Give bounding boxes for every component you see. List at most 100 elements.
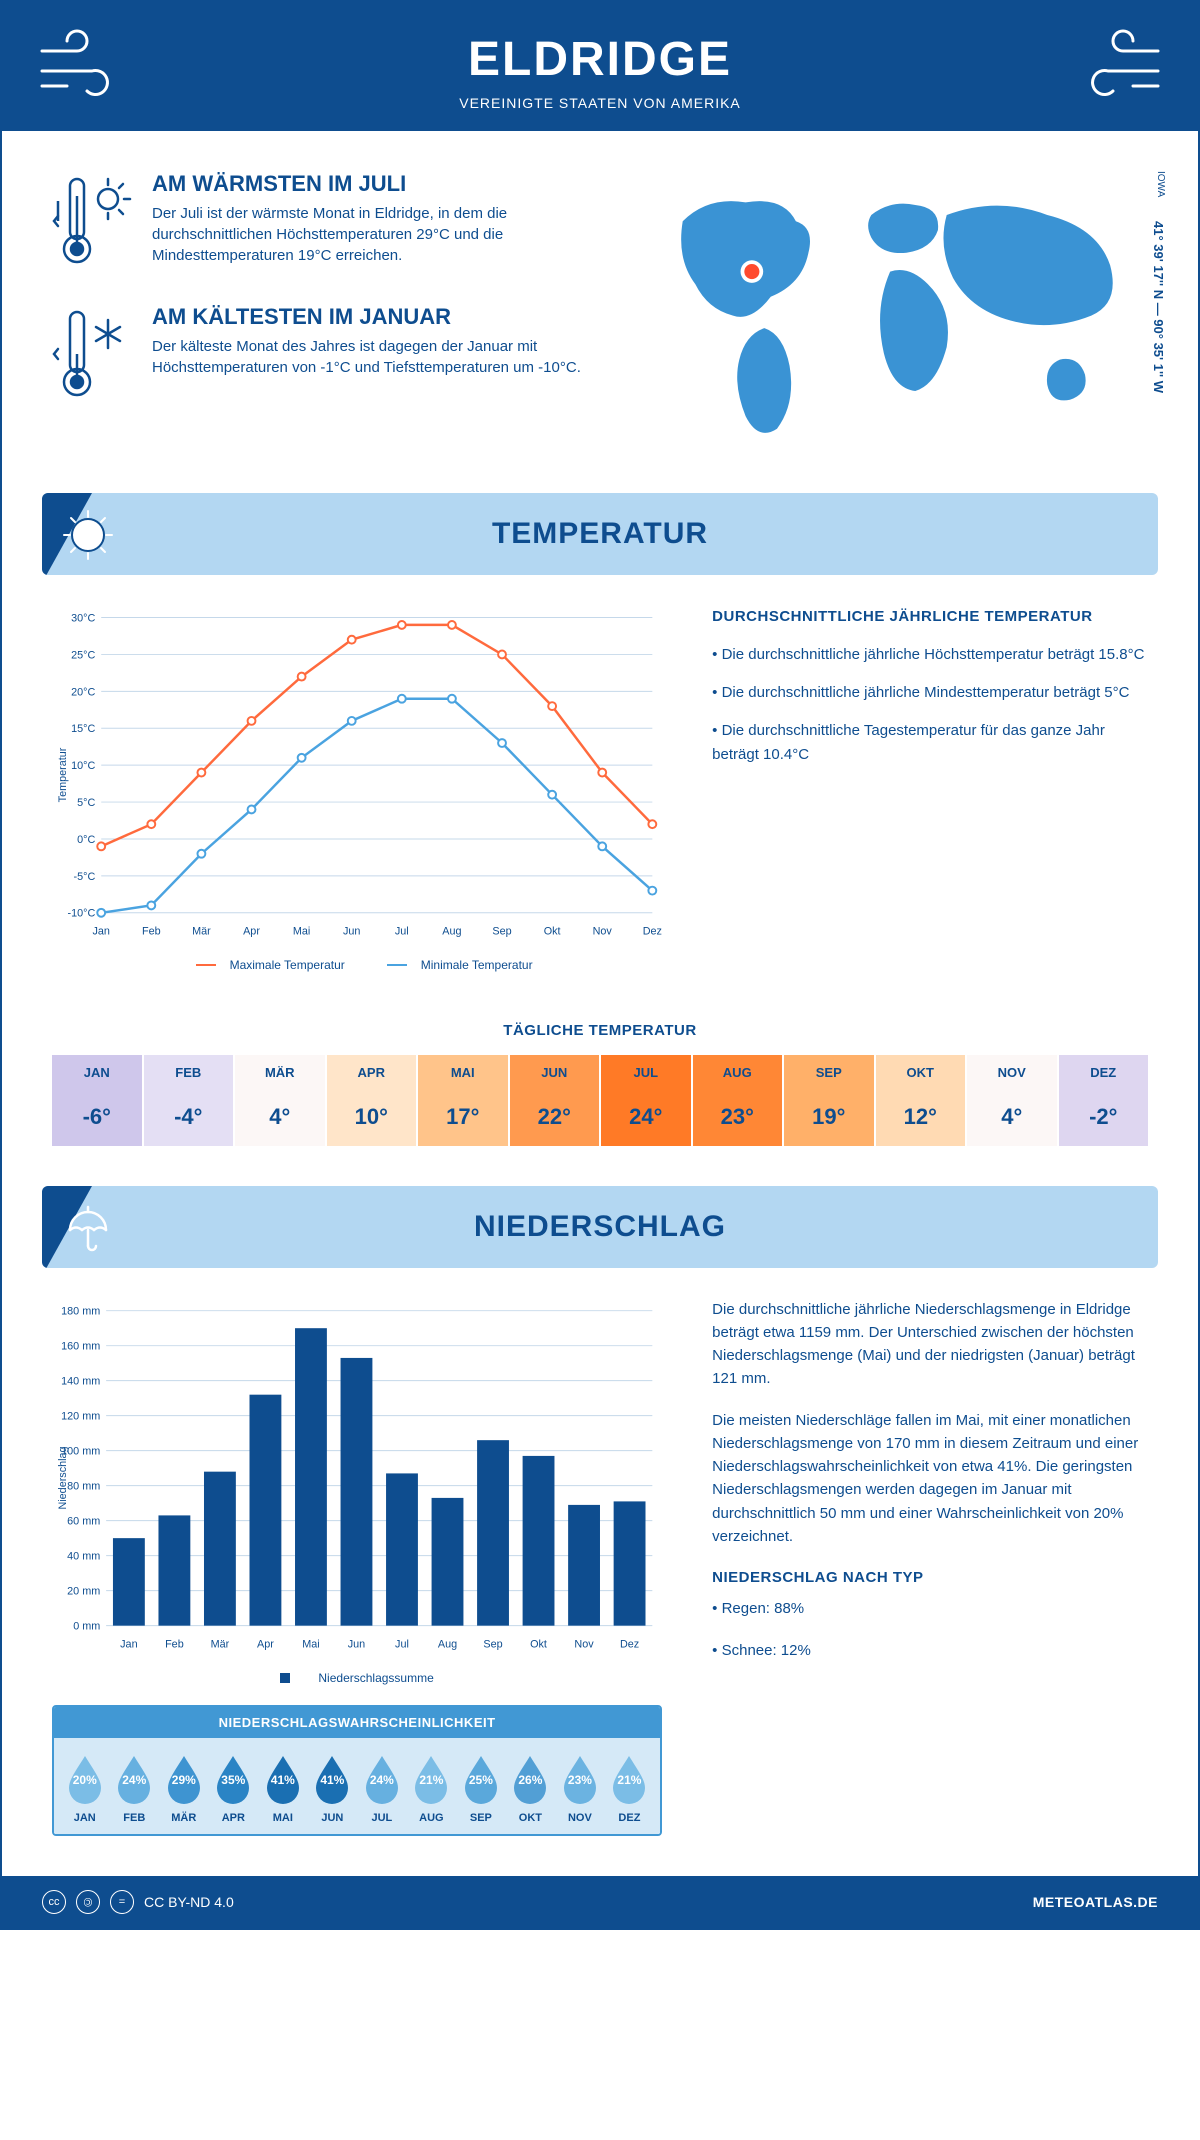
prob-cell: 26%OKT <box>506 1752 556 1824</box>
intro-section: AM WÄRMSTEN IM JULI Der Juli ist der wär… <box>2 131 1198 483</box>
temp-legend: Maximale TemperaturMinimale Temperatur <box>52 958 662 972</box>
daily-cell: JUL24° <box>601 1055 693 1146</box>
umbrella-icon <box>60 1200 116 1256</box>
svg-text:Dez: Dez <box>643 925 662 937</box>
svg-text:Dez: Dez <box>620 1638 639 1650</box>
temp-bullet: • Die durchschnittliche jährliche Mindes… <box>712 681 1148 705</box>
svg-text:Jul: Jul <box>395 925 409 937</box>
svg-text:Niederschlag: Niederschlag <box>57 1446 69 1509</box>
prob-cell: 41%JUN <box>308 1752 358 1824</box>
precip-type: • Regen: 88% <box>712 1597 1148 1620</box>
svg-text:5°C: 5°C <box>77 797 95 809</box>
svg-text:80 mm: 80 mm <box>67 1480 100 1492</box>
brand-text: METEOATLAS.DE <box>1033 1894 1158 1910</box>
svg-text:Temperatur: Temperatur <box>57 747 69 802</box>
svg-text:-5°C: -5°C <box>74 870 96 882</box>
prob-cell: 21%AUG <box>407 1752 457 1824</box>
precip-summary: Die durchschnittliche jährliche Niedersc… <box>712 1298 1148 1836</box>
svg-text:Feb: Feb <box>165 1638 184 1650</box>
fact-cold: AM KÄLTESTEN IM JANUAR Der kälteste Mona… <box>52 304 605 409</box>
temp-summary-title: DURCHSCHNITTLICHE JÄHRLICHE TEMPERATUR <box>712 605 1148 629</box>
license-text: CC BY-ND 4.0 <box>144 1894 234 1910</box>
sun-icon <box>60 507 116 563</box>
precip-para: Die meisten Niederschläge fallen im Mai,… <box>712 1409 1148 1549</box>
section-title-temp: TEMPERATUR <box>42 517 1158 551</box>
daily-title: TÄGLICHE TEMPERATUR <box>2 1022 1198 1039</box>
svg-text:10°C: 10°C <box>71 760 95 772</box>
svg-text:Nov: Nov <box>574 1638 594 1650</box>
section-title-precip: NIEDERSCHLAG <box>42 1210 1158 1244</box>
daily-cell: OKT12° <box>876 1055 968 1146</box>
prob-cell: 24%JUL <box>357 1752 407 1824</box>
temp-bullet: • Die durchschnittliche jährliche Höchst… <box>712 643 1148 667</box>
daily-cell: JUN22° <box>510 1055 602 1146</box>
fact-warm: AM WÄRMSTEN IM JULI Der Juli ist der wär… <box>52 171 605 276</box>
daily-cell: APR10° <box>327 1055 419 1146</box>
fact-cold-title: AM KÄLTESTEN IM JANUAR <box>152 304 605 330</box>
svg-text:Mai: Mai <box>302 1638 319 1650</box>
precip-para: Die durchschnittliche jährliche Niedersc… <box>712 1298 1148 1391</box>
prob-cell: 24%FEB <box>110 1752 160 1824</box>
temperature-line-chart: -10°C-5°C0°C5°C10°C15°C20°C25°C30°CJanFe… <box>52 605 662 945</box>
svg-text:20°C: 20°C <box>71 686 95 698</box>
fact-cold-text: Der kälteste Monat des Jahres ist dagege… <box>152 336 605 378</box>
prob-cell: 20%JAN <box>60 1752 110 1824</box>
daily-cell: JAN-6° <box>52 1055 144 1146</box>
daily-temp-row: JAN-6°FEB-4°MÄR4°APR10°MAI17°JUN22°JUL24… <box>52 1055 1148 1146</box>
svg-text:40 mm: 40 mm <box>67 1550 100 1562</box>
svg-text:Nov: Nov <box>593 925 613 937</box>
wind-icon <box>1068 26 1168 106</box>
svg-text:Jan: Jan <box>92 925 109 937</box>
fact-warm-text: Der Juli ist der wärmste Monat in Eldrid… <box>152 203 605 266</box>
daily-cell: NOV4° <box>967 1055 1059 1146</box>
wind-icon <box>32 26 132 106</box>
location-region: IOWA <box>1155 171 1166 197</box>
page-title: ELDRIDGE <box>22 32 1178 87</box>
svg-text:Aug: Aug <box>438 1638 457 1650</box>
daily-cell: DEZ-2° <box>1059 1055 1149 1146</box>
footer: cc 🄯 = CC BY-ND 4.0 METEOATLAS.DE <box>2 1876 1198 1928</box>
fact-warm-title: AM WÄRMSTEN IM JULI <box>152 171 605 197</box>
temp-bullet: • Die durchschnittliche Tagestemperatur … <box>712 719 1148 767</box>
svg-text:Jun: Jun <box>348 1638 365 1650</box>
daily-cell: MAI17° <box>418 1055 510 1146</box>
svg-text:0 mm: 0 mm <box>73 1620 100 1632</box>
prob-cell: 21%DEZ <box>605 1752 655 1824</box>
nd-icon: = <box>110 1890 134 1914</box>
section-head-temp: TEMPERATUR <box>42 493 1158 575</box>
prob-cell: 25%SEP <box>456 1752 506 1824</box>
svg-text:60 mm: 60 mm <box>67 1515 100 1527</box>
cc-icon: cc <box>42 1890 66 1914</box>
svg-text:0°C: 0°C <box>77 833 95 845</box>
prob-cell: 41%MAI <box>258 1752 308 1824</box>
svg-text:Apr: Apr <box>257 1638 274 1650</box>
temp-summary: DURCHSCHNITTLICHE JÄHRLICHE TEMPERATUR •… <box>712 605 1148 972</box>
svg-text:15°C: 15°C <box>71 723 95 735</box>
svg-text:160 mm: 160 mm <box>61 1340 100 1352</box>
svg-text:20 mm: 20 mm <box>67 1585 100 1597</box>
svg-text:Okt: Okt <box>530 1638 547 1650</box>
svg-text:Feb: Feb <box>142 925 161 937</box>
precip-legend: Niederschlagssumme <box>52 1671 662 1685</box>
daily-cell: AUG23° <box>693 1055 785 1146</box>
probability-title: NIEDERSCHLAGSWAHRSCHEINLICHKEIT <box>54 1707 660 1738</box>
daily-cell: SEP19° <box>784 1055 876 1146</box>
svg-text:Jun: Jun <box>343 925 360 937</box>
svg-text:-10°C: -10°C <box>68 907 96 919</box>
thermometer-sun-icon <box>52 171 132 271</box>
svg-text:140 mm: 140 mm <box>61 1375 100 1387</box>
precip-type-title: NIEDERSCHLAG NACH TYP <box>712 1566 1148 1589</box>
page-subtitle: VEREINIGTE STAATEN VON AMERIKA <box>22 95 1178 111</box>
prob-cell: 35%APR <box>209 1752 259 1824</box>
world-map <box>645 171 1148 448</box>
section-head-precip: NIEDERSCHLAG <box>42 1186 1158 1268</box>
svg-text:25°C: 25°C <box>71 649 95 661</box>
daily-cell: MÄR4° <box>235 1055 327 1146</box>
svg-text:Mär: Mär <box>192 925 211 937</box>
svg-text:Jan: Jan <box>120 1638 137 1650</box>
svg-text:Sep: Sep <box>492 925 511 937</box>
thermometer-snow-icon <box>52 304 132 404</box>
svg-text:Sep: Sep <box>483 1638 502 1650</box>
by-icon: 🄯 <box>76 1890 100 1914</box>
precip-type: • Schnee: 12% <box>712 1639 1148 1662</box>
